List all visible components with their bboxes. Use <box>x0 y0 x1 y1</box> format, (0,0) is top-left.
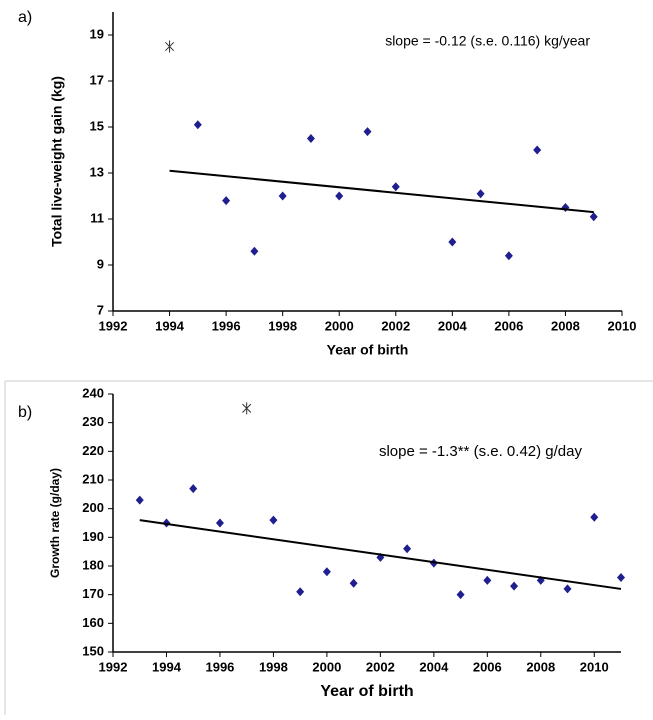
y-tick-label: 19 <box>90 26 104 41</box>
panel-label: b) <box>18 404 32 421</box>
data-point <box>589 212 598 222</box>
x-tick-label: 1994 <box>152 659 182 674</box>
data-point <box>335 191 344 201</box>
y-tick-label: 170 <box>82 586 104 601</box>
data-point <box>563 584 572 594</box>
y-tick-label: 9 <box>97 256 104 271</box>
x-tick-label: 1998 <box>268 318 297 333</box>
y-tick-label: 230 <box>82 414 104 429</box>
data-point <box>483 575 492 585</box>
x-tick-label: 2006 <box>494 318 523 333</box>
x-tick-label: 2006 <box>473 659 502 674</box>
x-axis-title: Year of birth <box>327 342 409 358</box>
x-axis-title: Year of birth <box>320 683 413 700</box>
y-tick-label: 13 <box>90 164 104 179</box>
data-point <box>296 587 305 597</box>
x-tick-label: 1998 <box>259 659 288 674</box>
data-point <box>391 182 400 192</box>
data-point <box>349 578 358 588</box>
annotation: slope = -0.12 (s.e. 0.116) kg/year <box>385 33 590 49</box>
panel-label: a) <box>18 9 32 26</box>
y-tick-label: 150 <box>82 643 104 658</box>
x-tick-label: 2002 <box>366 659 395 674</box>
y-tick-label: 15 <box>90 118 104 133</box>
trend-line <box>139 519 622 590</box>
data-point <box>306 134 315 143</box>
data-point <box>617 572 625 582</box>
y-tick-label: 220 <box>82 443 104 458</box>
data-point <box>250 246 259 256</box>
x-tick-label: 2000 <box>312 659 341 674</box>
data-point <box>561 203 570 212</box>
data-point <box>269 515 278 525</box>
y-tick-label: 210 <box>82 471 104 486</box>
data-point <box>456 590 465 600</box>
data-point <box>322 567 331 577</box>
y-axis-title: Growth rate (g/day) <box>48 468 62 578</box>
y-tick-label: 190 <box>82 529 104 544</box>
data-point <box>363 127 372 137</box>
y-tick-label: 160 <box>82 615 104 630</box>
x-tick-label: 2004 <box>438 318 468 333</box>
y-tick-label: 7 <box>97 302 104 317</box>
data-point <box>189 484 198 494</box>
data-point <box>590 512 599 522</box>
y-tick-label: 180 <box>82 557 104 572</box>
annotation: slope = -1.3** (s.e. 0.42) g/day <box>379 443 583 460</box>
data-point <box>135 495 144 505</box>
data-point <box>222 196 231 206</box>
x-tick-label: 2008 <box>551 318 580 333</box>
x-tick-label: 2010 <box>580 659 609 674</box>
y-tick-label: 200 <box>82 500 104 515</box>
data-point <box>215 518 224 528</box>
y-tick-label: 240 <box>82 385 104 400</box>
data-point <box>278 191 287 201</box>
x-tick-label: 2002 <box>381 318 410 333</box>
data-point <box>476 189 485 199</box>
outlier-point <box>165 40 175 53</box>
x-tick-label: 1994 <box>155 318 185 333</box>
outlier-point <box>242 402 252 415</box>
x-tick-label: 1996 <box>212 318 241 333</box>
x-tick-label: 2010 <box>608 318 637 333</box>
y-axis-title: Total live-weight gain (kg) <box>49 76 65 247</box>
data-point <box>533 145 542 155</box>
x-tick-label: 1992 <box>99 659 128 674</box>
trend-line <box>169 169 594 214</box>
x-tick-label: 1992 <box>99 318 128 333</box>
y-tick-label: 17 <box>90 72 104 87</box>
data-point <box>448 237 457 247</box>
data-point <box>510 581 519 591</box>
x-tick-label: 1996 <box>205 659 234 674</box>
x-tick-label: 2000 <box>325 318 354 333</box>
x-tick-label: 2004 <box>419 659 449 674</box>
data-point <box>193 120 202 130</box>
y-tick-label: 11 <box>90 210 104 225</box>
data-point <box>403 544 412 554</box>
x-tick-label: 2008 <box>526 659 555 674</box>
data-point <box>504 251 513 261</box>
